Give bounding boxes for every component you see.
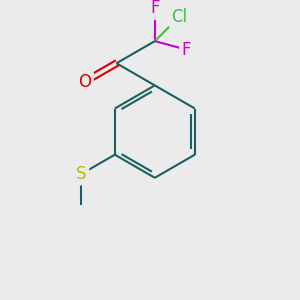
Text: Cl: Cl xyxy=(171,8,188,26)
Text: F: F xyxy=(150,0,160,17)
Text: O: O xyxy=(78,73,91,91)
Text: F: F xyxy=(182,40,191,58)
Text: S: S xyxy=(76,165,87,183)
